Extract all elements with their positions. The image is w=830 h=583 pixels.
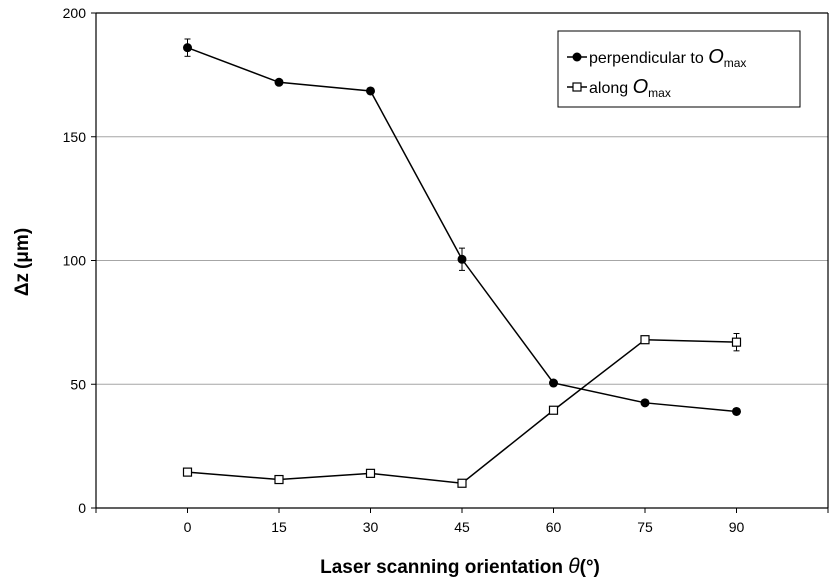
data-point-perpendicular bbox=[457, 254, 467, 264]
legend-label-along-main: along bbox=[589, 80, 633, 97]
data-point-along bbox=[182, 467, 193, 477]
legend-marker-perpendicular bbox=[572, 52, 582, 62]
x-tick-label: 15 bbox=[271, 519, 287, 535]
data-point-perpendicular bbox=[549, 378, 558, 388]
x-tick-label: 90 bbox=[729, 519, 745, 535]
legend-label-perpendicular-main: perpendicular to bbox=[589, 50, 708, 67]
data-point-along bbox=[457, 478, 467, 488]
y-axis-ticks: 0 50 100 150 200 bbox=[63, 5, 96, 516]
y-tick-label: 200 bbox=[63, 5, 87, 21]
y-axis-title: Δz (μm) bbox=[12, 228, 33, 296]
legend-entry-along: along Omax bbox=[567, 76, 671, 100]
y-tick-label: 50 bbox=[70, 376, 86, 392]
y-tick-label: 150 bbox=[63, 129, 87, 145]
x-tick-label: 30 bbox=[363, 519, 379, 535]
x-axis-title: Laser scanning orientation θ(°) bbox=[320, 555, 600, 578]
legend-label-along: along Omax bbox=[589, 76, 671, 100]
data-point-along bbox=[274, 474, 284, 485]
data-point-along bbox=[365, 468, 376, 478]
x-axis-ticks: 0 15 30 45 60 75 90 bbox=[95, 508, 829, 535]
series-line-along bbox=[187, 338, 737, 485]
legend-label-perpendicular-subscript: max bbox=[724, 56, 747, 70]
y-tick-label: 0 bbox=[78, 500, 86, 516]
data-point-perpendicular bbox=[366, 86, 375, 96]
data-point-perpendicular bbox=[183, 43, 192, 53]
legend-entry-perpendicular: perpendicular to Omax bbox=[567, 46, 746, 70]
x-tick-label: 60 bbox=[546, 519, 562, 535]
legend-marker-along bbox=[572, 82, 582, 92]
series-along bbox=[182, 333, 742, 488]
data-point-perpendicular bbox=[640, 398, 650, 408]
y-axis-symbol: Δz bbox=[12, 273, 33, 296]
x-tick-label: 75 bbox=[637, 519, 653, 535]
data-point-perpendicular bbox=[274, 77, 284, 87]
y-tick-label: 100 bbox=[63, 253, 87, 269]
x-axis-main: Laser scanning orientation bbox=[320, 557, 568, 578]
x-axis-symbol: θ bbox=[568, 555, 580, 578]
x-tick-label: 0 bbox=[184, 519, 192, 535]
series-layer bbox=[182, 38, 742, 488]
x-tick-label: 45 bbox=[454, 519, 470, 535]
legend-label-along-subscript: max bbox=[648, 86, 671, 100]
data-point-along bbox=[640, 335, 650, 345]
legend-box bbox=[557, 30, 801, 108]
legend: perpendicular to Omax along Omax bbox=[557, 30, 801, 108]
legend-label-perpendicular-symbol: O bbox=[708, 46, 724, 68]
x-axis-unit: (°) bbox=[580, 557, 600, 578]
data-point-perpendicular bbox=[732, 406, 741, 416]
legend-label-along-symbol: O bbox=[633, 76, 649, 98]
data-point-along bbox=[548, 405, 559, 415]
series-perpendicular bbox=[183, 38, 741, 416]
y-axis-unit: (μm) bbox=[12, 228, 33, 269]
legend-label-perpendicular: perpendicular to Omax bbox=[589, 46, 746, 70]
data-point-along bbox=[731, 337, 742, 347]
